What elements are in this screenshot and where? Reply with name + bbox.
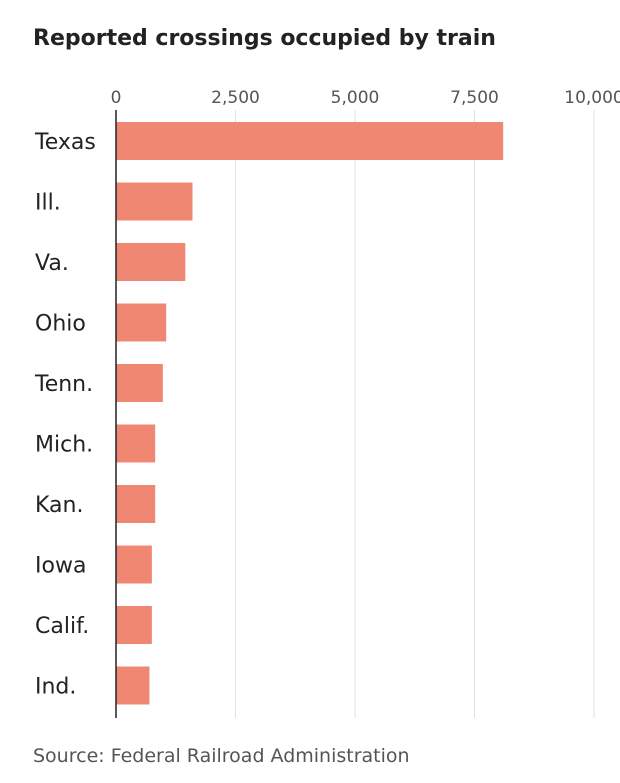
category-label: Mich. [35, 433, 93, 458]
category-label: Calif. [35, 614, 89, 639]
bar [116, 303, 167, 342]
x-tick-label: 10,000 [564, 88, 620, 108]
category-label: Ohio [35, 312, 86, 337]
bar [116, 606, 152, 644]
gridlines [235, 110, 595, 718]
bar [116, 666, 150, 705]
bar [116, 243, 186, 281]
category-label: Ill. [35, 191, 61, 216]
chart-title: Reported crossings occupied by train [33, 26, 496, 51]
x-tick-label: 7,500 [450, 88, 499, 108]
bar [116, 485, 156, 523]
bar [116, 122, 504, 160]
x-axis-ticks: 0 2,500 5,000 7,500 10,000 [111, 88, 620, 108]
category-label: Texas [34, 130, 96, 155]
bar [116, 364, 163, 402]
bars [116, 122, 504, 705]
category-label: Iowa [35, 554, 86, 579]
bar [116, 424, 156, 463]
source-note: Source: Federal Railroad Administration [33, 745, 410, 767]
x-tick-label: 0 [111, 88, 122, 108]
category-label: Tenn. [34, 372, 93, 397]
bar [116, 545, 152, 584]
x-tick-label: 5,000 [331, 88, 380, 108]
category-labels: Texas Ill. Va. Ohio Tenn. Mich. Kan. Iowa Calif.… [34, 130, 96, 700]
x-tick-label: 2,500 [211, 88, 260, 108]
category-label: Kan. [35, 493, 83, 518]
bar [116, 182, 193, 221]
category-label: Va. [35, 251, 69, 276]
category-label: Ind. [35, 675, 76, 700]
